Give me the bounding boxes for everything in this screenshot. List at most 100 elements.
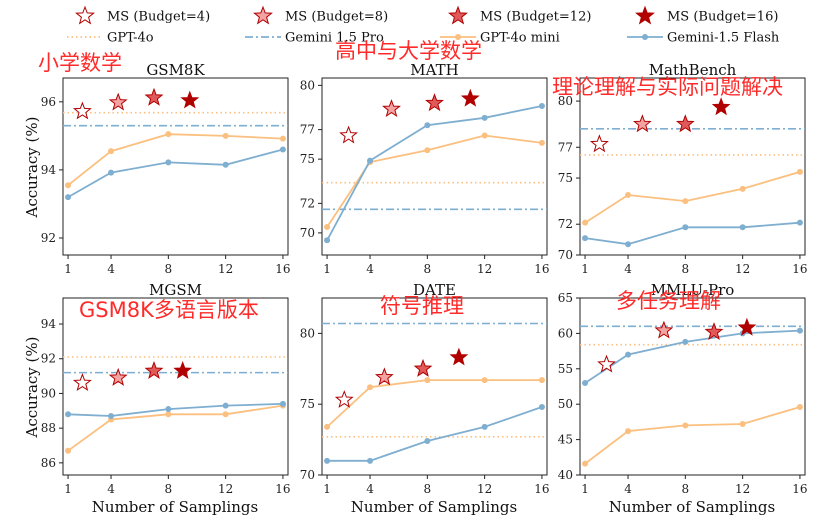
gpt4o-mini-point: [796, 404, 803, 411]
y-tick-label: 92: [41, 231, 56, 245]
x-axis-label: Number of Samplings: [609, 498, 775, 516]
legend-label: MS (Budget=4): [107, 10, 210, 25]
x-tick-label: 4: [624, 262, 632, 276]
panel-annotation: 多任务理解: [616, 289, 721, 313]
panel-title: MATH: [410, 61, 458, 79]
gpt4o-mini-point: [625, 428, 632, 435]
gemini-flash-point: [481, 423, 488, 430]
gemini-flash-point: [739, 224, 746, 231]
chart-panel-gsm8k: GSM8K 1 4 8 12 16 92 94 96: [41, 61, 291, 276]
gpt4o-mini-point: [582, 460, 589, 467]
gpt4o-mini-line: [326, 379, 542, 428]
panel-annotation: 高中与大学数学: [335, 39, 482, 63]
plot-frame: [321, 297, 548, 476]
legend-entry: MS (Budget=4): [75, 5, 210, 25]
gpt4o-mini-point: [65, 447, 72, 454]
x-tick-label: 12: [735, 482, 750, 496]
x-tick-label: 8: [682, 262, 690, 276]
y-tick-label: 77: [558, 140, 573, 154]
gemini-flash-point: [424, 438, 431, 445]
legend-entry: GPT-4o: [67, 31, 154, 46]
gemini-flash-point: [367, 157, 374, 164]
y-tick-label: 86: [41, 456, 56, 470]
gemini-flash-point: [222, 161, 229, 168]
y-tick-label: 70: [300, 226, 315, 240]
chart-panel-mathbench: MathBench 1 4 8 12 16 70 72 75 77 80: [558, 61, 808, 276]
ms-budget-16-star: [460, 88, 480, 107]
legend-label: GPT-4o: [107, 31, 154, 46]
ms-budget-8-star: [108, 367, 128, 386]
gpt4o-mini-point: [538, 377, 545, 384]
y-tick-label: 80: [300, 78, 315, 92]
gpt4o-mini-point: [279, 135, 286, 142]
y-tick-label: 45: [558, 433, 573, 447]
y-tick-label: 70: [558, 248, 573, 262]
gpt4o-mini-point: [682, 198, 689, 205]
gpt4o-mini-point: [424, 377, 431, 384]
ms-budget-8-star: [654, 320, 674, 339]
gemini-flash-point: [481, 114, 488, 121]
ms-budget-8-star: [374, 367, 394, 386]
legend-entry: GPT-4o mini: [440, 31, 560, 46]
ms-budget-4-star: [334, 390, 354, 408]
plot-frame: [579, 77, 806, 256]
gpt4o-mini-point: [538, 139, 545, 146]
gpt4o-mini-line: [67, 404, 284, 452]
x-tick-label: 4: [366, 482, 374, 496]
gpt4o-mini-point: [739, 185, 746, 192]
y-tick-label: 88: [41, 421, 56, 435]
gemini-flash-point: [582, 379, 589, 386]
ms-budget-16-star: [737, 317, 757, 336]
x-tick-label: 4: [624, 482, 632, 496]
y-tick-label: 94: [41, 163, 57, 177]
gpt4o-mini-point: [65, 182, 72, 189]
y-tick-label: 65: [558, 291, 573, 305]
gpt4o-mini-point: [424, 147, 431, 154]
legend-entry: MS (Budget=16): [635, 5, 778, 25]
legend-entry: Gemini 1.5 Pro: [245, 31, 384, 46]
legend-star-icon: [75, 5, 95, 25]
ms-budget-12-star: [413, 358, 433, 377]
gemini-flash-point: [796, 327, 803, 334]
panel-title: DATE: [413, 281, 456, 299]
ms-budget-8-star: [632, 114, 652, 133]
gemini-flash-point: [165, 406, 172, 413]
gemini-flash-line: [584, 221, 800, 246]
gpt4o-mini-point: [582, 219, 589, 226]
x-axis-label: Number of Samplings: [351, 498, 517, 516]
gpt4o-mini-line: [584, 171, 801, 224]
legend-label: MS (Budget=16): [667, 10, 778, 25]
plot-frame: [62, 297, 289, 476]
x-tick-label: 4: [107, 262, 115, 276]
gpt4o-mini-point: [324, 423, 331, 430]
y-tick-label: 80: [558, 94, 573, 108]
y-tick-label: 80: [300, 326, 315, 340]
x-tick-label: 12: [477, 482, 492, 496]
legend: MS (Budget=4) MS (Budget=8) MS (Budget=12)…: [67, 5, 780, 46]
gpt4o-mini-line: [584, 406, 801, 465]
legend-star-icon: [253, 5, 273, 25]
ms-budget-8-star: [108, 92, 128, 111]
ms-budget-16-star: [180, 90, 200, 109]
panel-title: GSM8K: [146, 61, 205, 79]
ms-budget-16-star: [711, 97, 731, 116]
x-tick-label: 16: [275, 262, 290, 276]
y-tick-label: 50: [558, 397, 573, 411]
gemini-flash-point: [108, 169, 115, 176]
y-tick-label: 75: [300, 152, 315, 166]
y-tick-label: 72: [558, 217, 573, 231]
ms-budget-12-star: [704, 322, 724, 341]
x-tick-label: 1: [581, 482, 589, 496]
chart-panel-math: MATH 1 4 8 12 16 70 72 75 77 80: [300, 61, 550, 276]
legend-entry: MS (Budget=8): [253, 5, 388, 25]
gpt4o-mini-point: [324, 223, 331, 230]
gemini-flash-point: [65, 411, 72, 418]
ms-budget-12-star: [144, 360, 164, 379]
gemini-flash-point: [65, 194, 72, 201]
gemini-flash-point: [108, 413, 115, 419]
x-tick-label: 1: [64, 482, 72, 496]
gemini-flash-point: [796, 219, 803, 226]
y-tick-label: 70: [300, 468, 315, 482]
gemini-flash-point: [538, 103, 545, 110]
